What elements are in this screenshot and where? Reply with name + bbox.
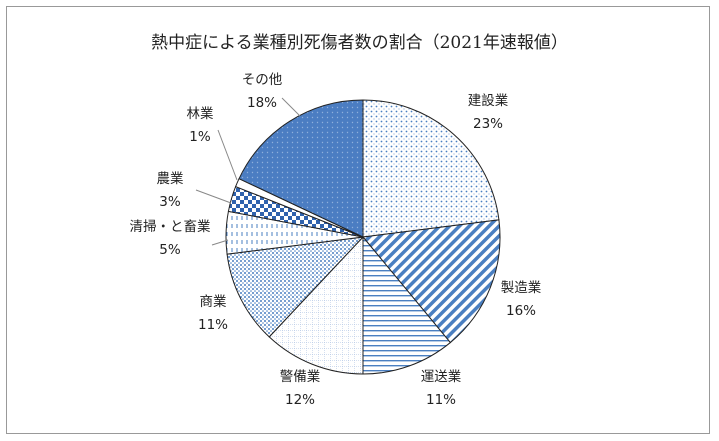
pie-slice-4	[268, 235, 364, 375]
leader-line	[217, 129, 238, 181]
slice-name-label: 農業	[157, 171, 184, 187]
slice-percent-label: 11%	[198, 317, 228, 333]
slice-name-label: 製造業	[501, 280, 542, 296]
slice-name-label: 商業	[200, 294, 227, 310]
leader-line	[281, 97, 301, 117]
slice-percent-label: 5%	[159, 242, 181, 258]
chart-title: 熱中症による業種別死傷者数の割合（2021年速報値）	[151, 33, 568, 53]
leader-line	[211, 239, 229, 246]
pie-slice-2	[362, 219, 501, 344]
pie-slice-9	[238, 99, 364, 238]
slice-percent-label: 3%	[159, 194, 181, 210]
slice-percent-label: 12%	[285, 392, 315, 408]
pie-slice-3	[362, 235, 452, 375]
slice-name-label: 建設業	[468, 93, 509, 109]
leader-line	[195, 189, 232, 204]
slice-percent-label: 1%	[189, 129, 211, 145]
slice-percent-label: 18%	[247, 95, 277, 111]
pie-slice-1	[362, 99, 500, 238]
slice-percent-label: 11%	[426, 392, 456, 408]
slice-name-label: 林業	[187, 106, 214, 122]
slice-percent-label: 16%	[506, 303, 536, 319]
slice-name-label: 清掃・と畜業	[130, 218, 211, 235]
slice-percent-label: 23%	[473, 116, 503, 132]
slice-name-label: 警備業	[280, 369, 321, 385]
pie-slice-5	[226, 236, 365, 338]
slice-name-label: 運送業	[421, 369, 462, 385]
slice-name-label: その他	[242, 72, 283, 88]
